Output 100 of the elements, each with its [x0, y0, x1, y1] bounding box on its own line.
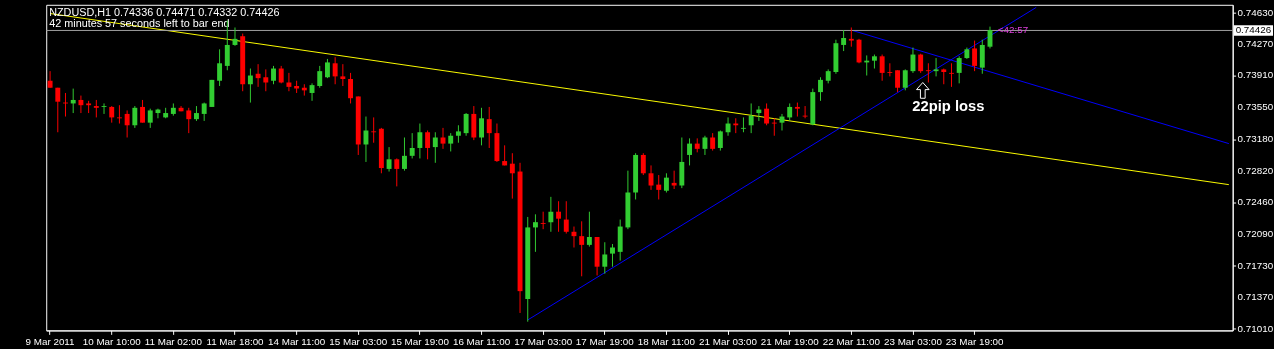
- x-tick-label: 15 Mar 03:00: [329, 335, 388, 347]
- x-tick-label: 15 Mar 19:00: [390, 335, 450, 347]
- candlestick: [918, 53, 924, 74]
- candlestick: [394, 157, 400, 187]
- y-tick-label: 0.71730: [1237, 259, 1274, 271]
- candlestick: [124, 109, 130, 138]
- y-tick-label: 0.71370: [1237, 291, 1274, 303]
- candlestick: [386, 146, 392, 173]
- candlestick: [556, 200, 562, 233]
- x-tick-label: 10 Mar 10:00: [82, 335, 142, 347]
- candlestick: [47, 70, 53, 89]
- candlestick: [432, 131, 438, 164]
- candlestick: [563, 200, 569, 235]
- candlestick: [979, 39, 985, 75]
- candlestick: [679, 137, 685, 189]
- candlestick: [271, 65, 276, 85]
- candlestick: [425, 130, 431, 160]
- x-tick-label: 23 Mar 03:00: [884, 335, 943, 347]
- x-tick-label: 9 Mar 2011: [25, 335, 75, 347]
- candlestick: [540, 211, 546, 230]
- candlestick: [579, 220, 585, 277]
- candlestick: [818, 76, 823, 102]
- candlestick: [933, 57, 939, 77]
- candlestick: [949, 62, 954, 88]
- y-tick-label: 0.72820: [1237, 164, 1274, 176]
- candlestick: [879, 54, 885, 82]
- candlestick: [671, 170, 677, 190]
- candlestick: [101, 102, 107, 115]
- candlestick: [186, 107, 192, 134]
- candlestick: [348, 72, 354, 104]
- candlestick: [132, 105, 138, 129]
- candlestick: [78, 95, 84, 114]
- x-tick-label: 21 Mar 03:00: [699, 335, 758, 347]
- x-tick-label: 17 Mar 03:00: [514, 335, 573, 347]
- candlestick: [55, 87, 61, 133]
- candlestick: [486, 106, 492, 149]
- candlestick: [140, 99, 145, 124]
- x-tick-label: 18 Mar 11:00: [637, 335, 696, 347]
- candlestick: [471, 105, 477, 141]
- candlestick: [887, 62, 893, 77]
- x-tick-label: 11 Mar 02:00: [144, 335, 203, 347]
- candlestick: [687, 137, 692, 166]
- candlestick: [610, 243, 615, 268]
- candlestick: [764, 102, 770, 126]
- y-tick-label: 0.73180: [1237, 133, 1274, 145]
- candlestick: [448, 132, 454, 152]
- y-tick-label: 0.72460: [1237, 196, 1274, 208]
- candlestick: [602, 241, 608, 275]
- x-tick-label: 14 Mar 11:00: [268, 335, 326, 347]
- candlestick: [841, 29, 847, 52]
- candlestick: [895, 69, 901, 93]
- candlestick: [332, 56, 338, 85]
- candlestick: [910, 47, 916, 74]
- x-tick-label: 21 Mar 19:00: [760, 335, 820, 347]
- candlestick: [286, 72, 292, 92]
- candlestick: [317, 65, 323, 89]
- candlestick: [802, 105, 808, 119]
- candlestick: [532, 213, 538, 253]
- candlestick: [663, 172, 669, 193]
- candlestick: [956, 55, 962, 84]
- candlestick: [972, 40, 978, 72]
- candlestick: [409, 132, 415, 159]
- candlestick: [371, 116, 377, 144]
- candlestick: [509, 152, 515, 200]
- annotation: 22pip loss: [912, 98, 985, 115]
- y-tick-label: 0.73910: [1237, 69, 1274, 81]
- candlestick: [402, 137, 407, 172]
- candlestick: [902, 68, 908, 91]
- candlestick: [656, 174, 662, 200]
- y-tick-label: 0.74270: [1237, 38, 1274, 50]
- candlestick: [463, 112, 469, 137]
- y-tick-label: 0.74630: [1237, 6, 1274, 18]
- candlestick: [440, 127, 446, 150]
- ref-line-label: 0.74426: [1235, 24, 1272, 36]
- candlestick: [741, 116, 746, 133]
- candlestick: [340, 63, 346, 87]
- candlestick: [417, 123, 423, 159]
- candlestick: [147, 108, 153, 129]
- x-tick-label: 11 Mar 18:00: [206, 335, 265, 347]
- chart-title: NZDUSD,H1 0.74336 0.74471 0.74332 0.74426: [49, 5, 280, 18]
- x-tick-label: 17 Mar 19:00: [575, 335, 635, 347]
- candlestick: [702, 135, 708, 156]
- x-tick-label: 16 Mar 11:00: [452, 335, 511, 347]
- y-tick-label: 0.72090: [1237, 228, 1274, 240]
- candlestick: [586, 211, 592, 248]
- y-tick-label: 0.71010: [1237, 322, 1274, 334]
- candlestick: [848, 27, 854, 48]
- candlestick: [217, 48, 223, 87]
- candlestick: [548, 196, 554, 233]
- candlestick: [255, 63, 261, 88]
- candlestick: [116, 104, 122, 125]
- candlestick: [247, 68, 253, 104]
- candlestick: [748, 102, 754, 134]
- candlestick: [925, 62, 931, 83]
- candlestick: [640, 152, 646, 176]
- x-tick-label: 23 Mar 19:00: [945, 335, 1005, 347]
- x-tick-label: 22 Mar 11:00: [822, 335, 881, 347]
- candlestick: [771, 117, 777, 137]
- candlestick: [479, 107, 484, 146]
- candlestick: [263, 68, 269, 92]
